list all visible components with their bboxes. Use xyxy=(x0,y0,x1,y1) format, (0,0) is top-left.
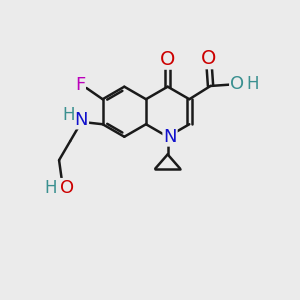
Text: H: H xyxy=(63,106,75,124)
Text: O: O xyxy=(60,179,74,197)
Text: O: O xyxy=(201,50,216,68)
Text: O: O xyxy=(230,76,244,94)
Text: N: N xyxy=(75,110,88,128)
Text: F: F xyxy=(75,76,85,94)
Text: O: O xyxy=(160,50,176,69)
Text: N: N xyxy=(163,128,177,146)
Text: H: H xyxy=(45,179,57,197)
Text: H: H xyxy=(247,76,259,94)
